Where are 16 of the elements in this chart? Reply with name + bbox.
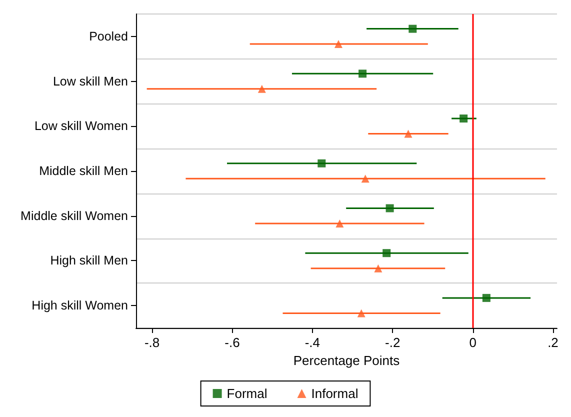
legend-label: Informal (311, 386, 358, 401)
x-tick-label: 0 (469, 335, 476, 350)
x-tick-label: -.4 (304, 335, 320, 350)
y-tick-label: Low skill Women (34, 119, 128, 134)
x-tick-label: -.6 (224, 335, 240, 350)
legend-label: Formal (226, 386, 268, 401)
y-tick-label: High skill Men (50, 254, 128, 268)
y-tick-label: Middle skill Men (39, 164, 128, 178)
x-axis-title: Percentage Points (293, 353, 400, 368)
y-tick-label: High skill Women (32, 298, 128, 313)
x-tick-label: .2 (548, 335, 558, 350)
y-tick-label: Low skill Men (52, 74, 128, 88)
x-tick-label: -.8 (144, 335, 160, 350)
y-tick-label: Pooled (89, 29, 128, 44)
y-tick-label: Middle skill Women (20, 208, 128, 223)
x-tick-label: -.2 (385, 335, 400, 350)
